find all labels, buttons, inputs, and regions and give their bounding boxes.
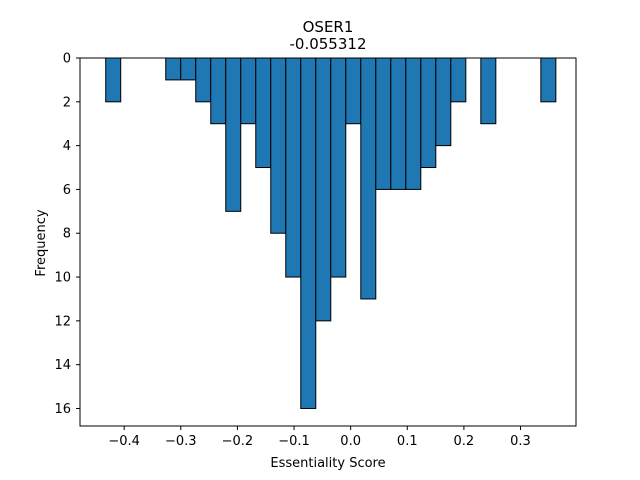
histogram-bar: [300, 57, 317, 409]
y-tick-label: 6: [63, 183, 71, 198]
bars-group: [105, 57, 557, 409]
y-tick-label: 16: [54, 402, 71, 417]
histogram-bar: [240, 57, 257, 125]
x-tick-label: −0.2: [222, 434, 254, 449]
plot-frame: [79, 57, 577, 427]
y-tick-label: 14: [54, 358, 71, 373]
y-tick-label: 10: [54, 271, 71, 286]
histogram-bar: [450, 57, 467, 103]
histogram-bar: [180, 57, 197, 81]
histogram-bar: [255, 57, 272, 169]
histogram-bar: [480, 57, 497, 125]
histogram-bar: [390, 57, 407, 190]
histogram-bar: [165, 57, 182, 81]
histogram-bar: [360, 57, 377, 300]
histogram-bar: [435, 57, 452, 147]
histogram-bar: [285, 57, 302, 278]
histogram-bar: [330, 57, 347, 278]
x-axis-label: Essentiality Score: [270, 456, 385, 471]
x-tick-label: 0.2: [454, 434, 475, 449]
x-tick-label: −0.1: [278, 434, 310, 449]
histogram-bar: [375, 57, 392, 190]
y-tick-label: 2: [63, 95, 71, 110]
histogram-bar: [405, 57, 422, 190]
x-tick-label: −0.3: [165, 434, 197, 449]
histogram-bar: [540, 57, 557, 103]
y-tick-label: 0: [63, 52, 71, 67]
histogram-bar: [195, 57, 212, 103]
histogram-bar: [420, 57, 437, 169]
histogram-bar: [345, 57, 362, 125]
chart-title: OSER1: [303, 18, 354, 36]
y-tick-label: 12: [54, 314, 71, 329]
histogram-bar: [210, 57, 227, 125]
y-tick-label: 8: [63, 227, 71, 242]
x-tick-label: 0.0: [340, 434, 361, 449]
histogram-bar: [315, 57, 332, 322]
x-axis: −0.4 −0.3 −0.2 −0.1 0.0 0.1 0.2 0.3: [108, 426, 531, 449]
y-axis: 0 2 4 6 8 10 12 14 16: [54, 52, 80, 417]
x-tick-label: 0.3: [510, 434, 531, 449]
chart-subtitle: -0.055312: [290, 35, 367, 53]
x-tick-label: 0.1: [397, 434, 418, 449]
y-tick-label: 4: [63, 139, 71, 154]
x-tick-label: −0.4: [108, 434, 140, 449]
y-axis-label: Frequency: [34, 209, 49, 276]
histogram-bar: [105, 57, 122, 103]
histogram-bar: [270, 57, 287, 234]
histogram-bar: [225, 57, 242, 212]
